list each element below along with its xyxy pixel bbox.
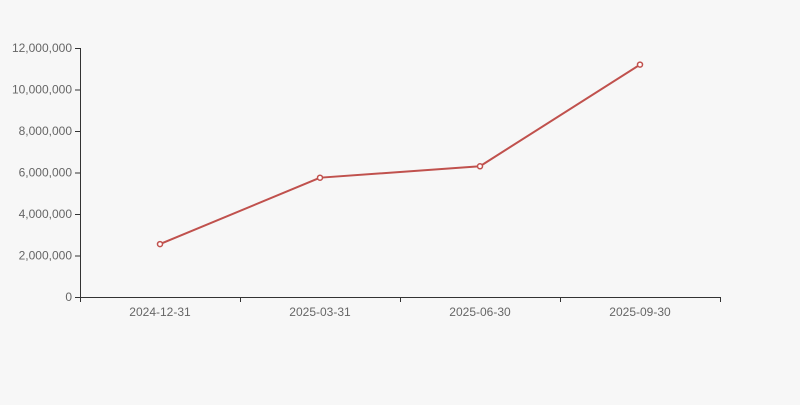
data-point-marker[interactable] (636, 61, 644, 68)
y-axis-label: 6,000,000 (19, 166, 73, 180)
y-axis-label: 4,000,000 (19, 207, 73, 221)
y-axis-label: 12,000,000 (12, 41, 72, 55)
data-point-marker[interactable] (316, 174, 324, 181)
y-axis-label: 2,000,000 (19, 249, 73, 263)
x-axis-label: 2024-12-31 (129, 305, 191, 319)
y-axis-label: 0 (65, 290, 72, 304)
data-point-marker[interactable] (476, 163, 484, 170)
y-axis-label: 8,000,000 (19, 124, 73, 138)
x-axis-label: 2025-06-30 (449, 305, 511, 319)
series-line (159, 63, 641, 246)
x-axis-label: 2025-09-30 (609, 305, 671, 319)
x-axis-label: 2025-03-31 (289, 305, 351, 319)
data-point-marker[interactable] (156, 240, 164, 248)
y-axis-label: 10,000,000 (12, 83, 72, 97)
